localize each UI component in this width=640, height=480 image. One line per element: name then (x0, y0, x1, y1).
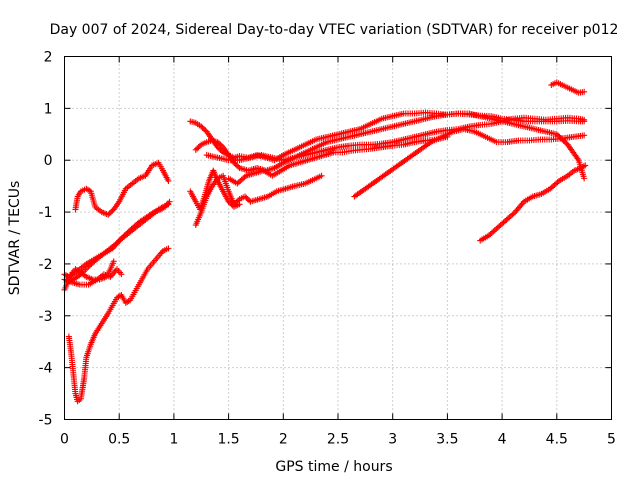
y-tick-label: -4 (39, 361, 53, 377)
x-tick-label: 5 (607, 432, 616, 448)
data-point (216, 140, 223, 147)
data-series (65, 245, 172, 405)
data-point (553, 131, 560, 138)
x-tick-label: 4 (498, 432, 507, 448)
data-point (243, 194, 250, 201)
data-series (192, 172, 325, 229)
data-point (196, 142, 203, 149)
x-tick-label: 1 (169, 432, 178, 448)
y-tick-label: -2 (39, 257, 53, 273)
y-tick-label: -5 (39, 413, 53, 429)
data-point (198, 123, 205, 130)
x-tick-labels: 0 0.5 1 1.5 2 2.5 3 3.5 4 4.5 5 (60, 432, 616, 448)
data-point (228, 201, 235, 208)
y-tick-label: -1 (39, 205, 53, 221)
data-point (244, 196, 251, 203)
data-series (61, 266, 125, 288)
data-point (106, 210, 113, 217)
data-point (123, 231, 130, 238)
data-point (110, 258, 117, 265)
y-tick-label: -3 (39, 309, 53, 325)
data-points (61, 79, 589, 405)
data-point (233, 198, 240, 205)
data-point (124, 229, 131, 236)
x-axis-title: GPS time / hours (275, 459, 392, 475)
data-point (225, 198, 232, 205)
data-series (72, 159, 172, 218)
data-point (581, 88, 588, 95)
data-point (199, 124, 206, 131)
data-point (200, 126, 207, 133)
data-series (187, 167, 243, 213)
data-point (318, 172, 325, 179)
x-tick-label: 3 (388, 432, 397, 448)
data-point (233, 162, 240, 169)
data-point (231, 159, 238, 166)
y-tick-label: 0 (44, 153, 53, 169)
x-tick-label: 0 (60, 432, 69, 448)
data-point (195, 144, 202, 151)
x-tick-label: 4.5 (546, 432, 568, 448)
y-tick-labels: -5 -4 -3 -2 -1 0 1 2 (39, 50, 53, 429)
data-point (581, 175, 588, 182)
data-point (226, 199, 233, 206)
data-series (477, 162, 589, 244)
data-point (562, 139, 569, 146)
data-series (203, 110, 588, 182)
data-point (242, 193, 249, 200)
data-point (165, 245, 172, 252)
x-tick-label: 0.5 (108, 432, 130, 448)
data-series (548, 79, 588, 96)
x-tick-label: 2.5 (327, 432, 349, 448)
data-point (192, 146, 199, 153)
y-tick-label: 1 (44, 101, 53, 117)
data-point (194, 145, 201, 152)
data-point (166, 198, 173, 205)
data-point (235, 163, 242, 170)
data-point (581, 116, 588, 123)
data-series (225, 133, 451, 187)
data-point (214, 139, 221, 146)
data-point (581, 132, 588, 139)
data-point (217, 141, 224, 148)
data-point (214, 144, 221, 151)
data-point (105, 211, 112, 218)
x-tick-label: 1.5 (217, 432, 239, 448)
x-tick-label: 2 (279, 432, 288, 448)
data-point (118, 271, 125, 278)
data-point (236, 201, 243, 208)
data-point (107, 209, 114, 216)
x-tick-label: 3.5 (436, 432, 458, 448)
data-series (351, 126, 588, 200)
grid-lines (64, 56, 612, 420)
data-point (165, 177, 172, 184)
data-point (216, 145, 223, 152)
axis-ticks (64, 56, 612, 420)
chart-title: Day 007 of 2024, Sidereal Day-to-day VTE… (50, 22, 619, 38)
y-axis-title: SDTVAR / TECUs (7, 181, 23, 296)
data-point (125, 228, 132, 235)
y-tick-label: 2 (44, 50, 53, 66)
data-point (582, 162, 589, 169)
data-series (63, 198, 173, 286)
data-point (121, 232, 128, 239)
